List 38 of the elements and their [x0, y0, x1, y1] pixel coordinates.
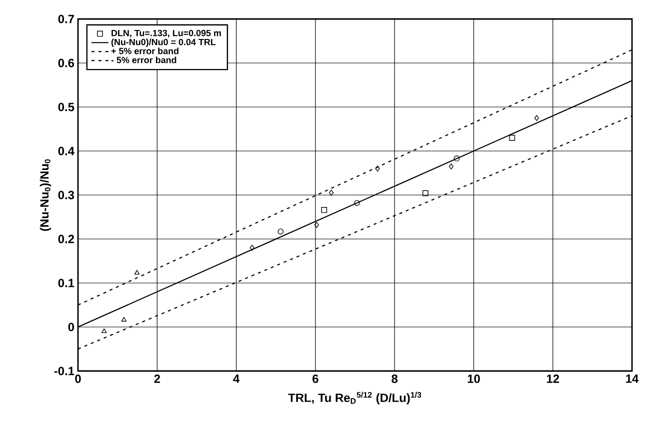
y-tick-label: 0.1 — [58, 278, 74, 288]
point — [509, 134, 516, 141]
y-tick-label: 0.2 — [58, 234, 74, 244]
point — [448, 163, 454, 170]
x-tick-label: 8 — [392, 374, 398, 383]
legend-label: (Nu-Nu0)/Nu0 = 0.04 TRL — [111, 38, 216, 47]
legend-label: - 5% error band — [111, 56, 176, 64]
x-tick-label: 14 — [626, 374, 639, 383]
x-tick-label: 6 — [312, 374, 318, 383]
point — [321, 207, 328, 213]
x-tick-label: 4 — [233, 374, 240, 383]
point — [354, 200, 360, 206]
y-tick-label: 0.3 — [58, 190, 74, 200]
point — [250, 244, 254, 251]
y-tick-label: 0.5 — [58, 102, 74, 112]
x-tick-label: 2 — [154, 374, 160, 383]
point — [422, 190, 428, 196]
point — [314, 222, 319, 228]
legend-label: + 5% error band — [111, 48, 178, 54]
y-tick-label: 0 — [68, 322, 74, 332]
point — [328, 190, 334, 196]
y-tick-label: 0.7 — [58, 14, 74, 24]
y-axis-title: (Nu-Nu$_{0}$)/Nu$_{0}$ — [40, 159, 52, 231]
x-axis-title: TRL, Tu Re$_{D}$$^{5/12}$ (D/Lu)$^{1/3}$ — [288, 392, 422, 404]
point — [278, 228, 284, 234]
x-tick-label: 0 — [75, 374, 81, 383]
point — [102, 328, 107, 334]
y-tick-label: -0.1 — [54, 366, 74, 376]
x-tick-label: 12 — [546, 374, 560, 383]
point — [134, 270, 140, 275]
y-tick-label: 0.6 — [58, 58, 74, 68]
legend-label: DLN, Tu=.133, Lu=0.095 m — [112, 30, 221, 38]
point — [121, 317, 126, 322]
point — [534, 115, 539, 121]
point — [375, 166, 380, 172]
y-tick-label: 0.4 — [58, 146, 74, 156]
x-tick-label: 10 — [468, 374, 480, 383]
point — [454, 156, 460, 162]
